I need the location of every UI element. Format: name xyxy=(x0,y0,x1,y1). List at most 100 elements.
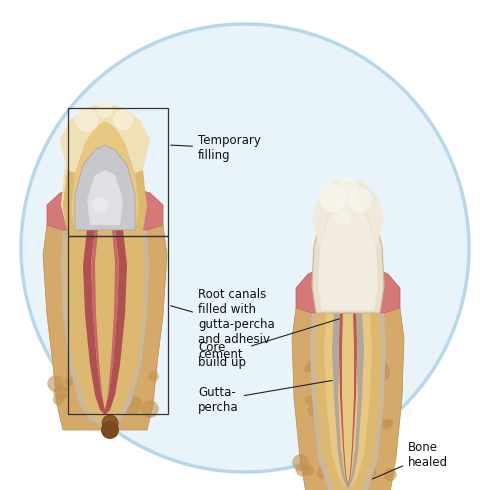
Circle shape xyxy=(75,108,99,132)
Polygon shape xyxy=(75,145,135,230)
Circle shape xyxy=(83,286,98,300)
Polygon shape xyxy=(324,313,372,490)
Polygon shape xyxy=(91,230,105,410)
Circle shape xyxy=(111,270,120,278)
Text: Gutta-
percha: Gutta- percha xyxy=(198,380,332,414)
Circle shape xyxy=(116,239,136,258)
Circle shape xyxy=(321,327,339,346)
Circle shape xyxy=(92,197,108,213)
Circle shape xyxy=(315,339,330,354)
Circle shape xyxy=(102,342,111,350)
Circle shape xyxy=(97,102,113,118)
Circle shape xyxy=(21,24,469,472)
Circle shape xyxy=(348,188,372,212)
Circle shape xyxy=(338,367,352,382)
Circle shape xyxy=(303,365,312,373)
Bar xyxy=(68,236,168,414)
Polygon shape xyxy=(65,230,145,423)
Polygon shape xyxy=(60,105,150,173)
Polygon shape xyxy=(83,230,105,415)
Circle shape xyxy=(307,403,322,417)
Circle shape xyxy=(102,415,118,431)
Text: Core
build up: Core build up xyxy=(198,319,340,369)
Circle shape xyxy=(114,291,128,305)
Polygon shape xyxy=(296,266,400,313)
Circle shape xyxy=(292,454,309,471)
Polygon shape xyxy=(338,233,358,313)
Circle shape xyxy=(322,350,334,362)
Circle shape xyxy=(307,358,320,372)
Circle shape xyxy=(357,463,376,482)
Circle shape xyxy=(91,287,106,302)
Circle shape xyxy=(96,373,106,384)
Circle shape xyxy=(363,434,373,444)
Polygon shape xyxy=(348,313,364,490)
Circle shape xyxy=(65,377,74,386)
Circle shape xyxy=(356,404,373,422)
Circle shape xyxy=(63,289,75,301)
Polygon shape xyxy=(47,187,163,230)
Polygon shape xyxy=(332,313,348,490)
Circle shape xyxy=(327,405,346,424)
Text: Temporary
filling: Temporary filling xyxy=(171,134,261,162)
Circle shape xyxy=(123,372,132,381)
Circle shape xyxy=(85,282,103,300)
Circle shape xyxy=(317,466,330,480)
Circle shape xyxy=(82,255,100,274)
Polygon shape xyxy=(292,308,404,490)
Circle shape xyxy=(342,431,359,449)
Circle shape xyxy=(344,370,362,388)
Circle shape xyxy=(319,184,347,212)
Circle shape xyxy=(66,290,80,304)
Circle shape xyxy=(78,292,95,309)
Circle shape xyxy=(381,419,392,430)
Polygon shape xyxy=(63,110,147,230)
Circle shape xyxy=(148,371,159,382)
Polygon shape xyxy=(105,230,119,410)
Polygon shape xyxy=(318,190,378,310)
Polygon shape xyxy=(93,147,117,230)
Polygon shape xyxy=(43,225,167,430)
Circle shape xyxy=(77,253,94,270)
Circle shape xyxy=(329,430,349,450)
Circle shape xyxy=(295,462,310,477)
Polygon shape xyxy=(87,170,123,225)
Circle shape xyxy=(327,354,346,373)
Polygon shape xyxy=(310,313,386,490)
Circle shape xyxy=(318,326,339,346)
Circle shape xyxy=(141,400,159,418)
Circle shape xyxy=(341,445,359,463)
Circle shape xyxy=(110,397,120,406)
Circle shape xyxy=(338,176,358,196)
Polygon shape xyxy=(61,109,100,230)
Polygon shape xyxy=(348,313,357,486)
Text: Root canals
filled with
gutta-percha
and adhesiv
cement: Root canals filled with gutta-percha and… xyxy=(171,288,275,361)
Circle shape xyxy=(384,468,397,481)
Circle shape xyxy=(101,421,119,439)
Circle shape xyxy=(113,110,133,130)
Bar xyxy=(68,108,168,236)
Circle shape xyxy=(84,398,101,415)
Circle shape xyxy=(53,394,64,405)
Circle shape xyxy=(304,465,314,476)
Polygon shape xyxy=(312,183,384,313)
Circle shape xyxy=(364,472,373,482)
Circle shape xyxy=(110,267,120,276)
Circle shape xyxy=(385,418,393,427)
Circle shape xyxy=(370,363,390,382)
Polygon shape xyxy=(312,180,384,248)
Polygon shape xyxy=(61,230,149,427)
Polygon shape xyxy=(312,190,384,313)
Circle shape xyxy=(92,259,106,273)
Polygon shape xyxy=(339,313,348,486)
Polygon shape xyxy=(71,121,139,230)
Circle shape xyxy=(112,389,125,403)
Text: Bone
healed: Bone healed xyxy=(372,441,448,479)
Circle shape xyxy=(133,276,144,286)
Circle shape xyxy=(48,375,64,392)
Circle shape xyxy=(305,395,314,405)
Circle shape xyxy=(123,395,142,414)
Polygon shape xyxy=(314,313,382,490)
Circle shape xyxy=(53,385,69,400)
Polygon shape xyxy=(105,230,127,415)
